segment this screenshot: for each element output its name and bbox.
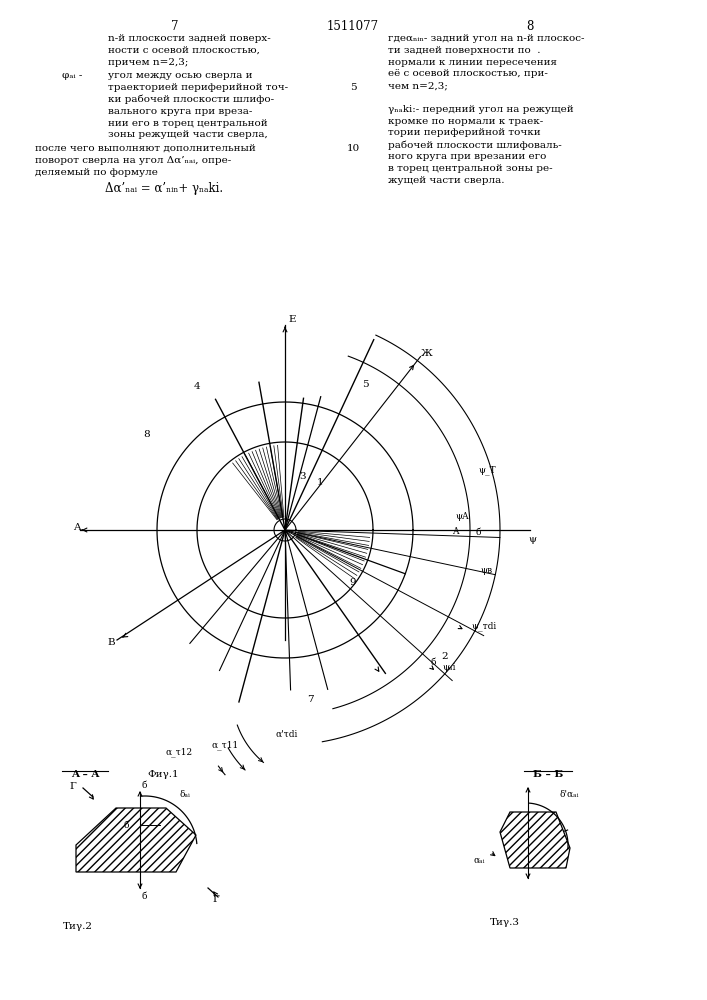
Text: траекторией периферийной точ-: траекторией периферийной точ- [108, 83, 288, 92]
Text: 2: 2 [442, 652, 448, 661]
Text: B: B [107, 638, 115, 647]
Text: зоны режущей части сверла,: зоны режущей части сверла, [108, 130, 268, 139]
Text: б: б [123, 820, 129, 830]
Text: жущей части сверла.: жущей части сверла. [388, 176, 505, 185]
Text: 7: 7 [307, 695, 313, 704]
Text: α'τdi: α'τdi [275, 730, 298, 739]
Text: ψ: ψ [528, 535, 536, 544]
Text: её с осевой плоскостью, при-: её с осевой плоскостью, при- [388, 69, 548, 78]
Text: Τиγ.3: Τиγ.3 [490, 918, 520, 927]
Text: δₐᵢ: δₐᵢ [180, 790, 191, 799]
Text: ψA: ψA [455, 512, 469, 521]
Text: рабочей плоскости шлифоваль-: рабочей плоскости шлифоваль- [388, 140, 562, 150]
Text: чем n=2,3;: чем n=2,3; [388, 81, 448, 90]
Text: вального круга при вреза-: вального круга при вреза- [108, 107, 252, 116]
Text: кромке по нормали к траек-: кромке по нормали к траек- [388, 117, 543, 126]
Text: ки рабочей плоскости шлифо-: ки рабочей плоскости шлифо- [108, 95, 274, 104]
Text: αₐᵢ: αₐᵢ [473, 856, 484, 864]
Text: ψₐi: ψₐi [443, 663, 456, 672]
Text: 10: 10 [346, 144, 360, 153]
Text: ти задней поверхности по  .: ти задней поверхности по . [388, 46, 540, 55]
Text: Фиγ.1: Фиγ.1 [147, 770, 179, 779]
Text: 5: 5 [362, 380, 368, 389]
Text: поворот сверла на угол Δα’ₙₐᵢ, опре-: поворот сверла на угол Δα’ₙₐᵢ, опре- [35, 156, 231, 165]
Text: после чего выполняют дополнительный: после чего выполняют дополнительный [35, 144, 256, 153]
Text: Г: Г [213, 895, 219, 904]
Text: тории периферийной точки: тории периферийной точки [388, 128, 541, 137]
Text: ψв: ψв [480, 566, 492, 575]
Text: б: б [142, 892, 148, 901]
Text: деляемый по формуле: деляемый по формуле [35, 168, 158, 177]
Text: ного круга при врезании его: ного круга при врезании его [388, 152, 547, 161]
Text: Τиγ.2: Τиγ.2 [63, 922, 93, 931]
Text: 8: 8 [526, 20, 534, 33]
Text: φₐᵢ -: φₐᵢ - [62, 71, 83, 80]
Text: угол между осью сверла и: угол между осью сверла и [108, 71, 252, 80]
Text: Б – Б: Б – Б [533, 770, 563, 779]
Text: γₙₐki:- передний угол на режущей: γₙₐki:- передний угол на режущей [388, 105, 573, 114]
Text: в торец центральной зоны ре-: в торец центральной зоны ре- [388, 164, 553, 173]
Text: б: б [431, 658, 436, 667]
Text: α_τ12: α_τ12 [165, 747, 192, 757]
Text: ψ_Т: ψ_Т [478, 465, 496, 475]
Text: причем n=2,3;: причем n=2,3; [108, 58, 188, 67]
Text: A: A [452, 527, 459, 536]
Text: 9: 9 [350, 578, 356, 587]
Polygon shape [76, 808, 196, 872]
Text: δ'αₐᵢ: δ'αₐᵢ [560, 790, 580, 799]
Text: A: A [73, 523, 81, 532]
Text: 1511077: 1511077 [327, 20, 379, 33]
Text: 7: 7 [171, 20, 179, 33]
Text: 5: 5 [350, 83, 356, 92]
Text: 1: 1 [317, 478, 323, 487]
Polygon shape [500, 812, 570, 868]
Text: ности с осевой плоскостью,: ности с осевой плоскостью, [108, 46, 260, 55]
Text: Δα’ₙₐᵢ = α’ₙᵢₙ+ γₙₐki.: Δα’ₙₐᵢ = α’ₙᵢₙ+ γₙₐki. [105, 182, 223, 195]
Text: 8: 8 [144, 430, 151, 439]
Text: A – A: A – A [71, 770, 99, 779]
Text: Ж: Ж [421, 349, 432, 358]
Text: б: б [142, 781, 148, 790]
Text: α_τ11: α_τ11 [212, 740, 239, 750]
Text: нии его в торец центральной: нии его в торец центральной [108, 119, 268, 128]
Text: гдеαₙᵢₙ- задний угол на n-й плоскос-: гдеαₙᵢₙ- задний угол на n-й плоскос- [388, 34, 585, 43]
Text: n-й плоскости задней поверх-: n-й плоскости задней поверх- [108, 34, 271, 43]
Text: E: E [288, 315, 296, 324]
Text: ψ_тdi: ψ_тdi [471, 621, 496, 631]
Text: Г: Г [69, 782, 76, 791]
Text: б: б [475, 528, 481, 537]
Text: 4: 4 [194, 382, 200, 391]
Text: нормали к линии пересечения: нормали к линии пересечения [388, 58, 557, 67]
Text: 3: 3 [300, 472, 306, 481]
